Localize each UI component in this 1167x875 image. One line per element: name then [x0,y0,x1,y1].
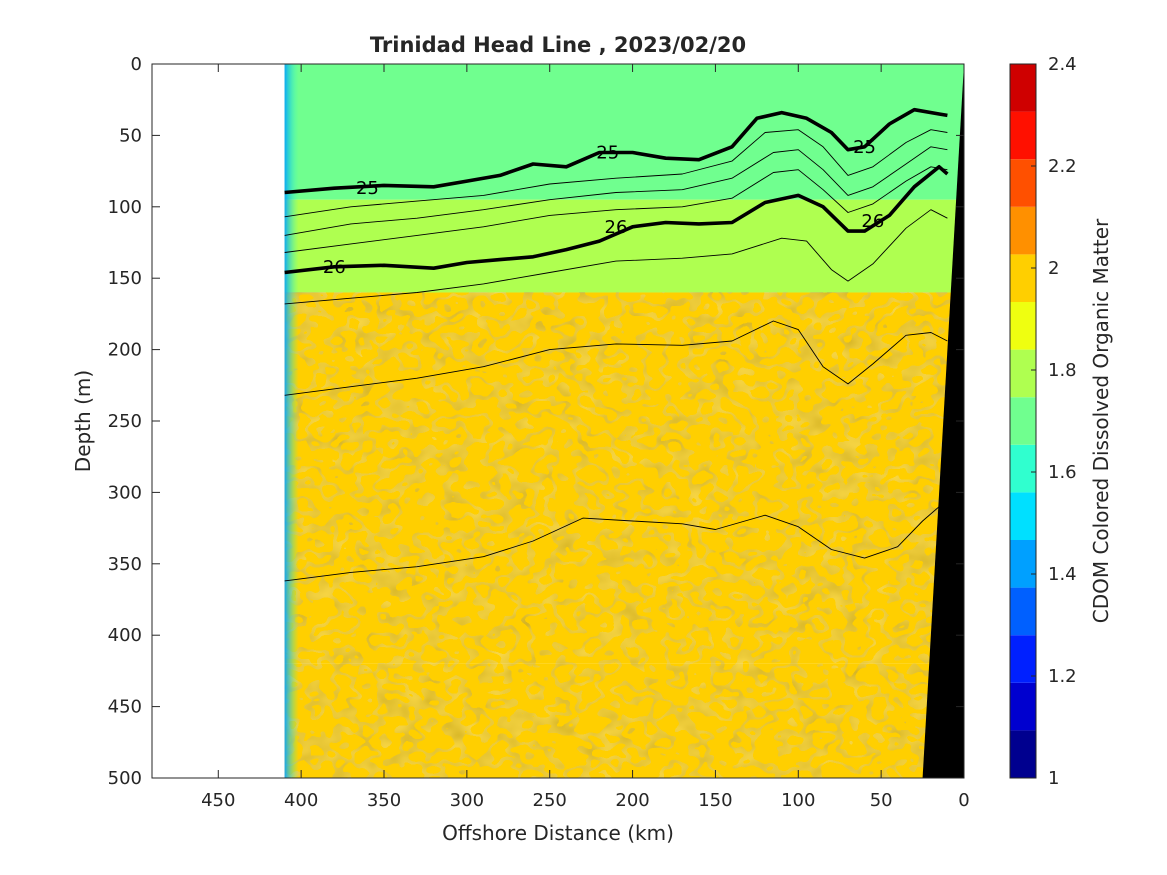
x-tick-label: 0 [958,790,969,811]
x-tick-label: 100 [781,790,815,811]
colorbar-ticks: 1 1.2 1.4 1.6 1.8 2 2.2 2.4 [1031,54,1077,789]
y-tick-label: 300 [108,482,142,503]
y-tick-label: 500 [108,768,142,789]
colorbar-tick-label: 1.2 [1048,666,1077,687]
contour-label-25: 25 [356,178,379,199]
colorbar-swatch [1010,64,1036,112]
colorbar-swatch [1010,254,1036,302]
cdom-zone-0 [284,64,964,200]
colorbar-swatch [1010,444,1036,493]
y-tick-label: 250 [108,411,142,432]
colorbar-swatch [1010,635,1036,683]
contour-line-1 [284,129,948,218]
contour-label-26: 26 [861,211,884,232]
contour-line-0 [284,107,948,195]
x-tick-label: 450 [201,790,235,811]
y-tick-label: 450 [108,697,142,718]
colorbar-swatch [1010,682,1036,731]
colorbar-swatch [1010,730,1036,778]
colorbar-swatch [1010,159,1036,207]
x-tick-label: 150 [698,790,732,811]
x-tick-label: 50 [870,790,893,811]
y-tick-label: 0 [131,54,142,75]
contour-label-25: 25 [596,143,619,164]
cdom-left-edge [284,64,299,778]
contour-label-26: 26 [605,217,628,238]
chart-title: Trinidad Head Line , 2023/02/20 [370,33,746,57]
density-contours: 25 25 25 26 26 26 [284,107,949,582]
y-axis-label: Depth (m) [71,370,95,472]
x-tick-label: 200 [615,790,649,811]
colorbar-swatch [1010,349,1036,398]
plot-area: 25 25 25 26 26 26 [152,64,964,778]
colorbar-swatch [1010,587,1036,636]
contour-line-2 [284,146,948,236]
colorbar-frame [1009,63,1037,779]
contour-label-25: 25 [853,137,876,158]
x-axis-label: Offshore Distance (km) [442,821,674,845]
contour-line-7 [284,506,940,582]
colorbar-tick-label: 1.8 [1048,360,1077,381]
contour-line-6 [284,320,948,396]
y-tick-label: 50 [119,125,142,146]
contour-line-5 [284,209,948,305]
y-tick-label: 400 [108,625,142,646]
colorbar [1009,63,1037,779]
y-tick-label: 200 [108,340,142,361]
y-tick-label: 350 [108,554,142,575]
x-tick-label: 400 [284,790,318,811]
colorbar-tick-label: 1.6 [1048,462,1077,483]
contour-line-4 [284,165,949,275]
bottom-topography-mask [922,64,964,778]
colorbar-swatch [1010,397,1036,445]
colorbar-swatch [1010,206,1036,255]
x-tick-label: 300 [450,790,484,811]
colorbar-label: CDOM Colored Dissolved Organic Matter [1089,218,1113,623]
colorbar-tick-label: 2 [1048,258,1059,279]
colorbar-swatch [1010,302,1036,350]
cdom-zone-1 [284,199,964,293]
colorbar-swatch [1010,111,1036,160]
colorbar-tick-label: 2.4 [1048,54,1077,75]
colorbar-tick-label: 2.2 [1048,156,1077,177]
contour-line-3 [284,166,948,253]
x-tick-label: 350 [367,790,401,811]
cdom-texture [284,292,964,778]
y-tick-label: 100 [108,197,142,218]
colorbar-swatch [1010,540,1036,588]
x-tick-label: 250 [533,790,567,811]
contour-label-26: 26 [323,257,346,278]
y-axis-ticks: 0 50 100 150 200 250 300 350 400 450 500 [108,54,964,789]
colorbar-tick-label: 1.4 [1048,564,1077,585]
x-axis-ticks: 450 400 350 300 250 200 150 100 50 0 [201,64,970,811]
y-tick-label: 150 [108,268,142,289]
colorbar-tick-label: 1 [1048,768,1059,789]
colorbar-swatch [1010,492,1036,540]
